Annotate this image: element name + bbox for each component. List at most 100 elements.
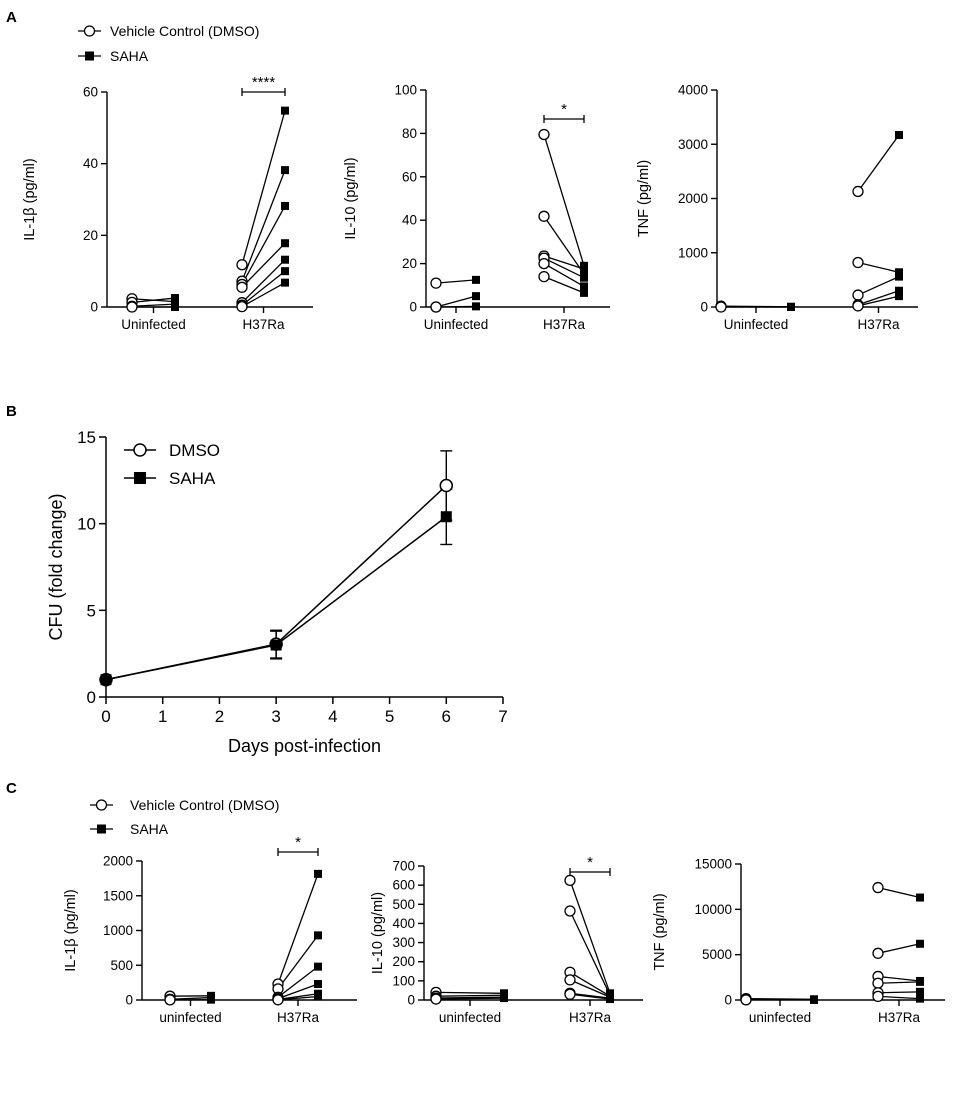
- y-tick-label: 100: [392, 973, 415, 988]
- group-label: H37Ra: [878, 1010, 921, 1025]
- treatment-point: [606, 995, 614, 1004]
- legend-c-control-marker: [95, 799, 108, 811]
- pair-line: [543, 255, 585, 270]
- legend-b-treatment-label: SAHA: [169, 469, 216, 488]
- treatment-point: [895, 292, 903, 301]
- treatment-point: [895, 286, 903, 295]
- pair-line: [543, 276, 585, 294]
- pair-line: [569, 971, 611, 997]
- legend-a-control-marker: [83, 25, 96, 37]
- treatment-point: [916, 939, 924, 948]
- y-tick-label: 0: [407, 993, 415, 1008]
- chart-b: 0 5 10 15 0 1 2 3 4 5 6 7 Days post-infection CFU (fo…: [46, 428, 508, 756]
- pair-line: [277, 983, 319, 1000]
- treatment-point: [810, 995, 818, 1004]
- x-axis-label: Days post-infection: [228, 736, 381, 756]
- pair-line: [877, 995, 921, 1000]
- legend-b-control-marker: [133, 443, 147, 457]
- pair-line: [277, 934, 319, 990]
- pair-line: [131, 303, 176, 307]
- control-point: [872, 977, 884, 989]
- pair-line: [857, 134, 900, 192]
- significance-label: *: [561, 101, 567, 118]
- control-point: [872, 881, 884, 894]
- pair-line: [241, 259, 286, 304]
- treatment-point: [314, 962, 322, 971]
- treatment-point: [895, 131, 903, 140]
- chart-a2: 0 20 40 60 80 100 IL-10 (pg/ml) Uninfected H37Ra…: [343, 83, 610, 332]
- control-point: [852, 185, 864, 198]
- group-label: H37Ra: [543, 317, 586, 332]
- group-label: H37Ra: [569, 1010, 612, 1025]
- x-tick-label: 7: [498, 707, 507, 726]
- panel-label-c: C: [6, 780, 17, 797]
- pair-line: [277, 966, 319, 998]
- legend-b: DMSO SAHA: [124, 441, 220, 488]
- control-point: [538, 128, 550, 141]
- chart-a3: 0 1000 2000 3000 4000 TNF (pg/ml) Uninfected H3…: [636, 83, 918, 332]
- pair-line: [241, 242, 286, 288]
- legend-c-control-label: Vehicle Control (DMSO): [130, 797, 279, 813]
- pair-line: [435, 997, 505, 1000]
- treatment-point: [314, 980, 322, 989]
- legend-c-treatment-marker: [97, 824, 106, 834]
- control-point: [872, 947, 884, 959]
- pair-line: [877, 886, 921, 899]
- control-point: [715, 301, 727, 313]
- pair-line: [435, 994, 505, 997]
- treatment-point: [281, 255, 289, 264]
- y-tick-label: 0: [125, 993, 133, 1008]
- treatment-point: [281, 166, 289, 175]
- x-tick-label: 4: [328, 707, 337, 726]
- treatment-point: [281, 239, 289, 248]
- x-tick-label: 2: [215, 707, 224, 726]
- pair-line: [435, 996, 505, 999]
- legend-a-treatment-label: SAHA: [110, 48, 149, 64]
- pair-line: [435, 305, 477, 308]
- group-label: Uninfected: [121, 317, 186, 332]
- pair-line: [277, 873, 319, 985]
- y-tick-label: 5000: [702, 947, 732, 962]
- pair-line: [857, 276, 900, 296]
- pair-line: [543, 134, 585, 266]
- y-tick-label: 5: [87, 601, 96, 620]
- significance-label: ****: [252, 74, 276, 91]
- y-tick-label: 40: [83, 156, 98, 171]
- x-tick-label: 0: [101, 707, 110, 726]
- y-axis-label: IL-10 (pg/ml): [370, 892, 386, 974]
- y-tick-label: 20: [83, 228, 98, 243]
- chart-a1: 0 20 40 60 IL-1β (pg/ml) Uninfected H37Ra ****: [22, 74, 313, 332]
- y-tick-label: 4000: [678, 83, 708, 98]
- significance-label: *: [587, 854, 593, 871]
- control-point: [538, 210, 550, 222]
- control-point: [430, 277, 442, 289]
- control-point: [852, 289, 864, 301]
- pair-line: [435, 279, 477, 284]
- chart-c1: 0 500 1000 1500 2000 IL-1β (pg/ml) uninfected H…: [63, 834, 357, 1025]
- group-label: uninfected: [439, 1010, 501, 1025]
- y-tick-label: 500: [110, 958, 133, 973]
- legend-b-control-label: DMSO: [169, 441, 220, 460]
- pair-line: [435, 295, 477, 308]
- legend-a: Vehicle Control (DMSO) SAHA: [78, 23, 259, 64]
- control-point: [538, 270, 550, 283]
- pair-line: [569, 910, 611, 996]
- treatment-point: [281, 106, 289, 115]
- y-tick-label: 60: [402, 169, 417, 184]
- y-tick-label: 1500: [103, 888, 133, 903]
- group-label: H37Ra: [277, 1010, 320, 1025]
- chart-c2: 0 100 200 300 400 500 600 700 IL-10 (pg/ml) uninf…: [370, 854, 643, 1025]
- y-tick-label: 0: [700, 300, 708, 315]
- control-point: [164, 994, 176, 1006]
- treatment-point: [207, 995, 215, 1004]
- treatment-point: [916, 994, 924, 1003]
- group-label: Uninfected: [724, 317, 789, 332]
- y-tick-label: 1000: [103, 923, 133, 938]
- pair-line: [241, 282, 286, 308]
- y-tick-label: 2000: [678, 191, 708, 206]
- treatment-point: [314, 869, 322, 878]
- y-axis-label: TNF (pg/ml): [652, 893, 668, 970]
- treatment-point: [895, 272, 903, 281]
- y-tick-label: 300: [392, 935, 415, 950]
- control-point: [430, 301, 442, 313]
